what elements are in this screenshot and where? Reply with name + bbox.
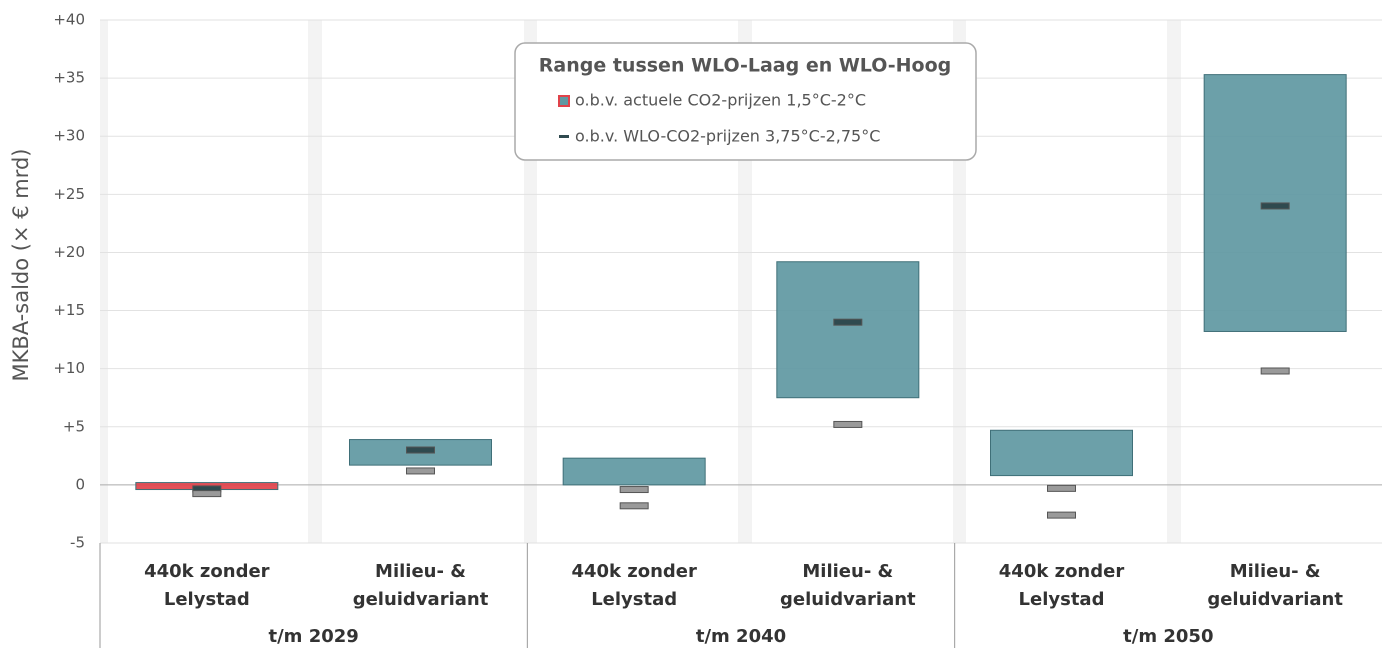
- marker: [1047, 511, 1076, 519]
- marker: [619, 502, 649, 510]
- x-tick-label: geluidvariant: [1207, 589, 1343, 610]
- y-tick-label: +25: [53, 185, 85, 203]
- marker: [619, 486, 649, 494]
- y-tick-label: +30: [53, 127, 85, 145]
- marker: [406, 446, 435, 454]
- x-tick-label: Lelystad: [591, 589, 677, 610]
- x-tick-label: Lelystad: [1019, 589, 1105, 610]
- range-bar: [776, 261, 920, 399]
- y-axis-label: MKBA-saldo (× € mrd): [9, 148, 33, 381]
- marker: [833, 318, 863, 326]
- y-tick-label: +15: [53, 301, 85, 319]
- range-bar: [990, 429, 1133, 477]
- y-tick-label: +5: [63, 417, 85, 435]
- legend-swatch: [559, 135, 569, 138]
- x-tick-label: 440k zonder: [571, 561, 697, 582]
- x-tick-label: 440k zonder: [999, 561, 1125, 582]
- x-tick-label: Milieu- &: [1230, 561, 1321, 582]
- legend-title: Range tussen WLO-Laag en WLO-Hoog: [539, 55, 952, 77]
- marker: [1260, 367, 1290, 375]
- marker: [406, 467, 435, 475]
- legend-label: o.b.v. WLO-CO2-prijzen 3,75°C-2,75°C: [575, 127, 880, 146]
- y-tick-label: +10: [53, 359, 85, 377]
- x-tick-label: Milieu- &: [802, 561, 893, 582]
- marker: [1047, 484, 1076, 492]
- x-tick-label: Lelystad: [164, 589, 250, 610]
- group-label: t/m 2029: [269, 626, 359, 647]
- legend: Range tussen WLO-Laag en WLO-Hoog o.b.v. …: [514, 42, 977, 161]
- legend-label: o.b.v. actuele CO2-prijzen 1,5°C-2°C: [575, 91, 866, 110]
- marker: [1260, 202, 1290, 210]
- range-bar: [562, 457, 706, 486]
- group-label: t/m 2050: [1123, 626, 1213, 647]
- y-tick-label: +35: [53, 69, 85, 87]
- marker: [192, 490, 222, 498]
- legend-swatch: [558, 95, 570, 107]
- marker: [833, 420, 863, 428]
- y-tick-label: +40: [53, 11, 85, 29]
- group-label: t/m 2040: [696, 626, 786, 647]
- x-tick-label: geluidvariant: [780, 589, 916, 610]
- y-tick-label: 0: [75, 475, 85, 493]
- legend-box: [514, 42, 977, 161]
- x-tick-label: geluidvariant: [353, 589, 489, 610]
- y-tick-label: +20: [53, 243, 85, 261]
- x-tick-label: 440k zonder: [144, 561, 270, 582]
- x-tick-label: Milieu- &: [375, 561, 466, 582]
- y-tick-label: -5: [70, 534, 85, 552]
